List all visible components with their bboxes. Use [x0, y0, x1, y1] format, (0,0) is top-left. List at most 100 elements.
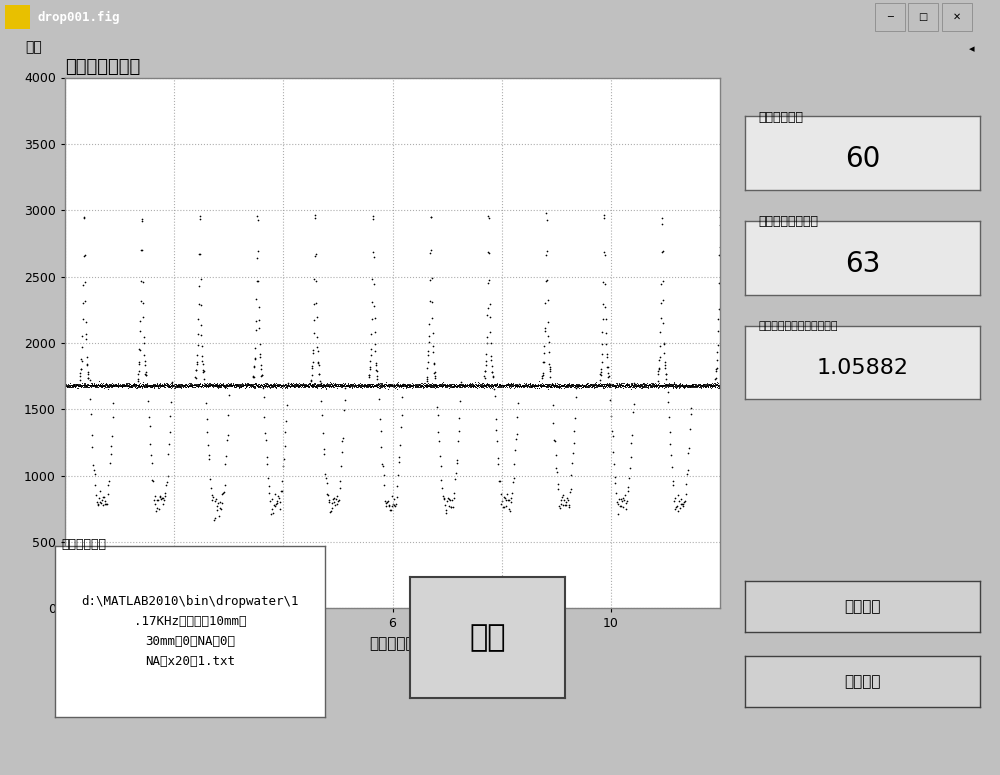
Point [190, 378, 206, 391]
Point [148, 379, 164, 391]
Point [623, 382, 639, 394]
Point [636, 381, 652, 393]
Point [411, 379, 427, 391]
Point [423, 211, 439, 223]
Point [481, 380, 497, 392]
Point [136, 337, 152, 350]
Point [394, 378, 410, 391]
Point [204, 378, 220, 391]
Point [58, 380, 74, 392]
Point [220, 381, 236, 393]
Point [600, 381, 616, 393]
Point [581, 380, 597, 392]
Point [333, 379, 349, 391]
Point [561, 379, 577, 391]
Point [519, 379, 535, 391]
Point [189, 356, 205, 368]
Point [710, 313, 726, 326]
Point [448, 380, 464, 392]
Point [120, 377, 136, 390]
Point [564, 379, 580, 391]
Point [541, 378, 557, 391]
Point [237, 377, 253, 389]
Point [138, 381, 154, 393]
Point [296, 381, 312, 393]
Point [97, 379, 113, 391]
Point [398, 380, 414, 392]
Point [59, 380, 75, 392]
Point [613, 379, 629, 391]
Point [253, 379, 269, 391]
Point [614, 380, 630, 392]
Point [541, 336, 557, 348]
Point [510, 379, 526, 391]
Point [422, 247, 438, 260]
Point [730, 496, 746, 508]
Point [184, 378, 200, 391]
Point [111, 378, 127, 391]
Point [213, 379, 229, 391]
Point [95, 498, 111, 511]
Point [134, 381, 150, 394]
Point [432, 380, 448, 392]
Point [321, 378, 337, 391]
Point [540, 379, 556, 391]
Point [157, 381, 173, 393]
Point [125, 380, 141, 392]
Point [487, 377, 503, 390]
Point [155, 498, 171, 510]
Point [371, 377, 387, 390]
Point [469, 380, 485, 392]
Point [307, 378, 323, 391]
Point [195, 381, 211, 393]
Point [537, 378, 553, 391]
Point [528, 380, 544, 392]
Point [347, 379, 363, 391]
Point [168, 378, 184, 391]
Point [145, 378, 161, 391]
Point [240, 377, 256, 389]
Point [655, 379, 671, 391]
Point [348, 380, 364, 392]
Point [136, 380, 152, 392]
Point [271, 379, 287, 391]
Point [378, 376, 394, 388]
Point [683, 379, 699, 391]
Point [199, 378, 215, 391]
Point [125, 379, 141, 391]
Point [488, 424, 504, 436]
Point [429, 380, 445, 392]
Point [86, 378, 102, 391]
Point [579, 380, 595, 392]
Point [653, 277, 669, 290]
Point [652, 380, 668, 392]
Point [96, 380, 112, 392]
Point [717, 380, 733, 392]
Point [72, 379, 88, 391]
Point [271, 492, 287, 505]
Point [525, 380, 541, 392]
Point [122, 377, 138, 390]
Point [395, 382, 411, 394]
Point [376, 379, 392, 391]
Point [355, 381, 371, 393]
Point [489, 377, 505, 390]
Point [527, 381, 543, 394]
Point [618, 378, 634, 391]
Point [707, 379, 723, 391]
Point [215, 379, 231, 391]
Point [285, 379, 301, 391]
Point [650, 367, 666, 380]
Point [618, 377, 634, 390]
Point [572, 379, 588, 391]
Point [302, 377, 318, 390]
Point [205, 379, 221, 391]
Point [137, 354, 153, 367]
Point [411, 379, 427, 391]
Point [698, 378, 714, 391]
Point [642, 379, 658, 391]
Point [171, 380, 187, 392]
Point [104, 381, 120, 394]
Point [479, 377, 495, 390]
Point [77, 381, 93, 393]
